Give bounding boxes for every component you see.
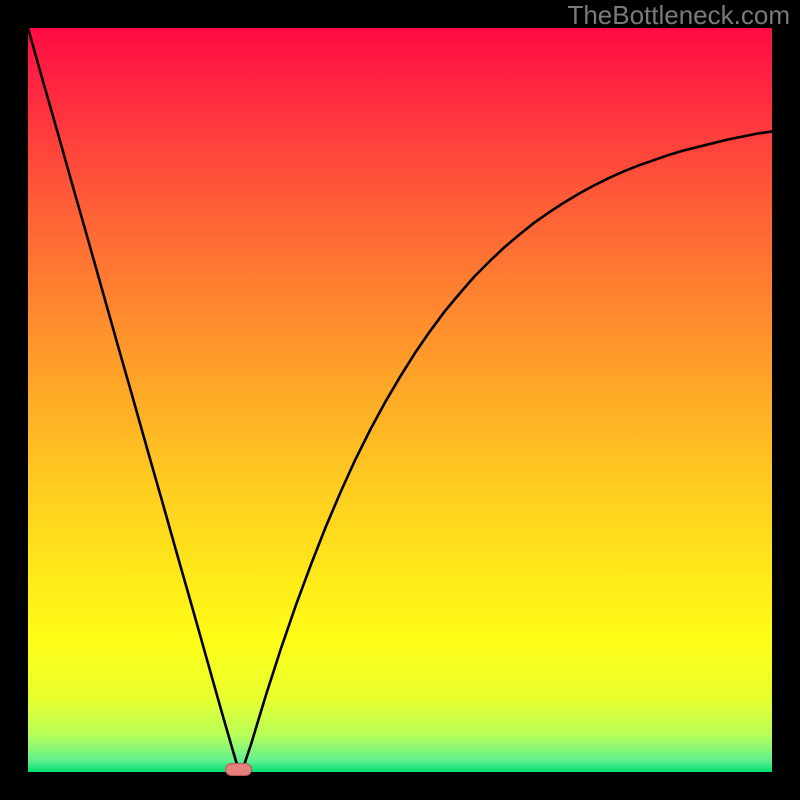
bottleneck-curve xyxy=(28,28,772,772)
optimal-point-marker xyxy=(225,763,252,776)
chart-container: TheBottleneck.com xyxy=(0,0,800,800)
plot-area xyxy=(28,28,772,772)
watermark-label: TheBottleneck.com xyxy=(567,0,790,31)
